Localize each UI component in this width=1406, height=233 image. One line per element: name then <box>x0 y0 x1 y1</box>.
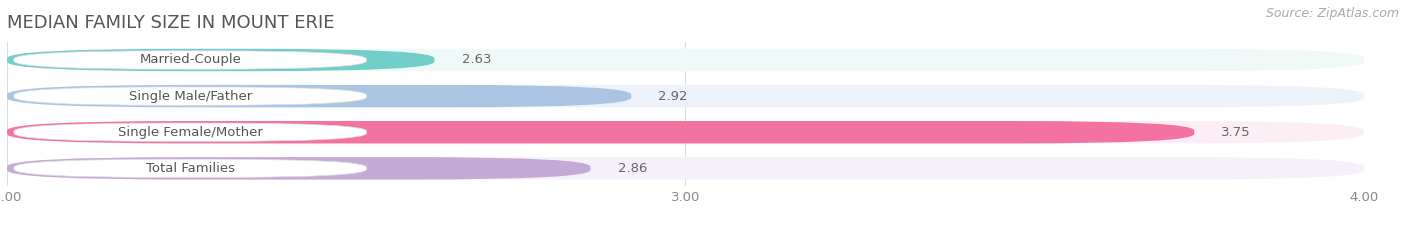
Text: 3.75: 3.75 <box>1222 126 1251 139</box>
Text: Source: ZipAtlas.com: Source: ZipAtlas.com <box>1265 7 1399 20</box>
FancyBboxPatch shape <box>14 51 367 69</box>
Text: 2.63: 2.63 <box>461 54 491 66</box>
Text: 2.86: 2.86 <box>617 162 647 175</box>
FancyBboxPatch shape <box>7 121 1194 144</box>
FancyBboxPatch shape <box>7 121 1364 144</box>
FancyBboxPatch shape <box>7 157 1364 180</box>
FancyBboxPatch shape <box>14 87 367 105</box>
FancyBboxPatch shape <box>14 123 367 141</box>
Text: Total Families: Total Families <box>146 162 235 175</box>
FancyBboxPatch shape <box>7 85 631 107</box>
FancyBboxPatch shape <box>7 157 591 180</box>
FancyBboxPatch shape <box>7 49 1364 71</box>
FancyBboxPatch shape <box>7 49 434 71</box>
Text: 2.92: 2.92 <box>658 90 688 103</box>
FancyBboxPatch shape <box>7 85 1364 107</box>
Text: Single Male/Father: Single Male/Father <box>128 90 252 103</box>
FancyBboxPatch shape <box>14 159 367 178</box>
Text: MEDIAN FAMILY SIZE IN MOUNT ERIE: MEDIAN FAMILY SIZE IN MOUNT ERIE <box>7 14 335 32</box>
Text: Married-Couple: Married-Couple <box>139 54 242 66</box>
Text: Single Female/Mother: Single Female/Mother <box>118 126 263 139</box>
